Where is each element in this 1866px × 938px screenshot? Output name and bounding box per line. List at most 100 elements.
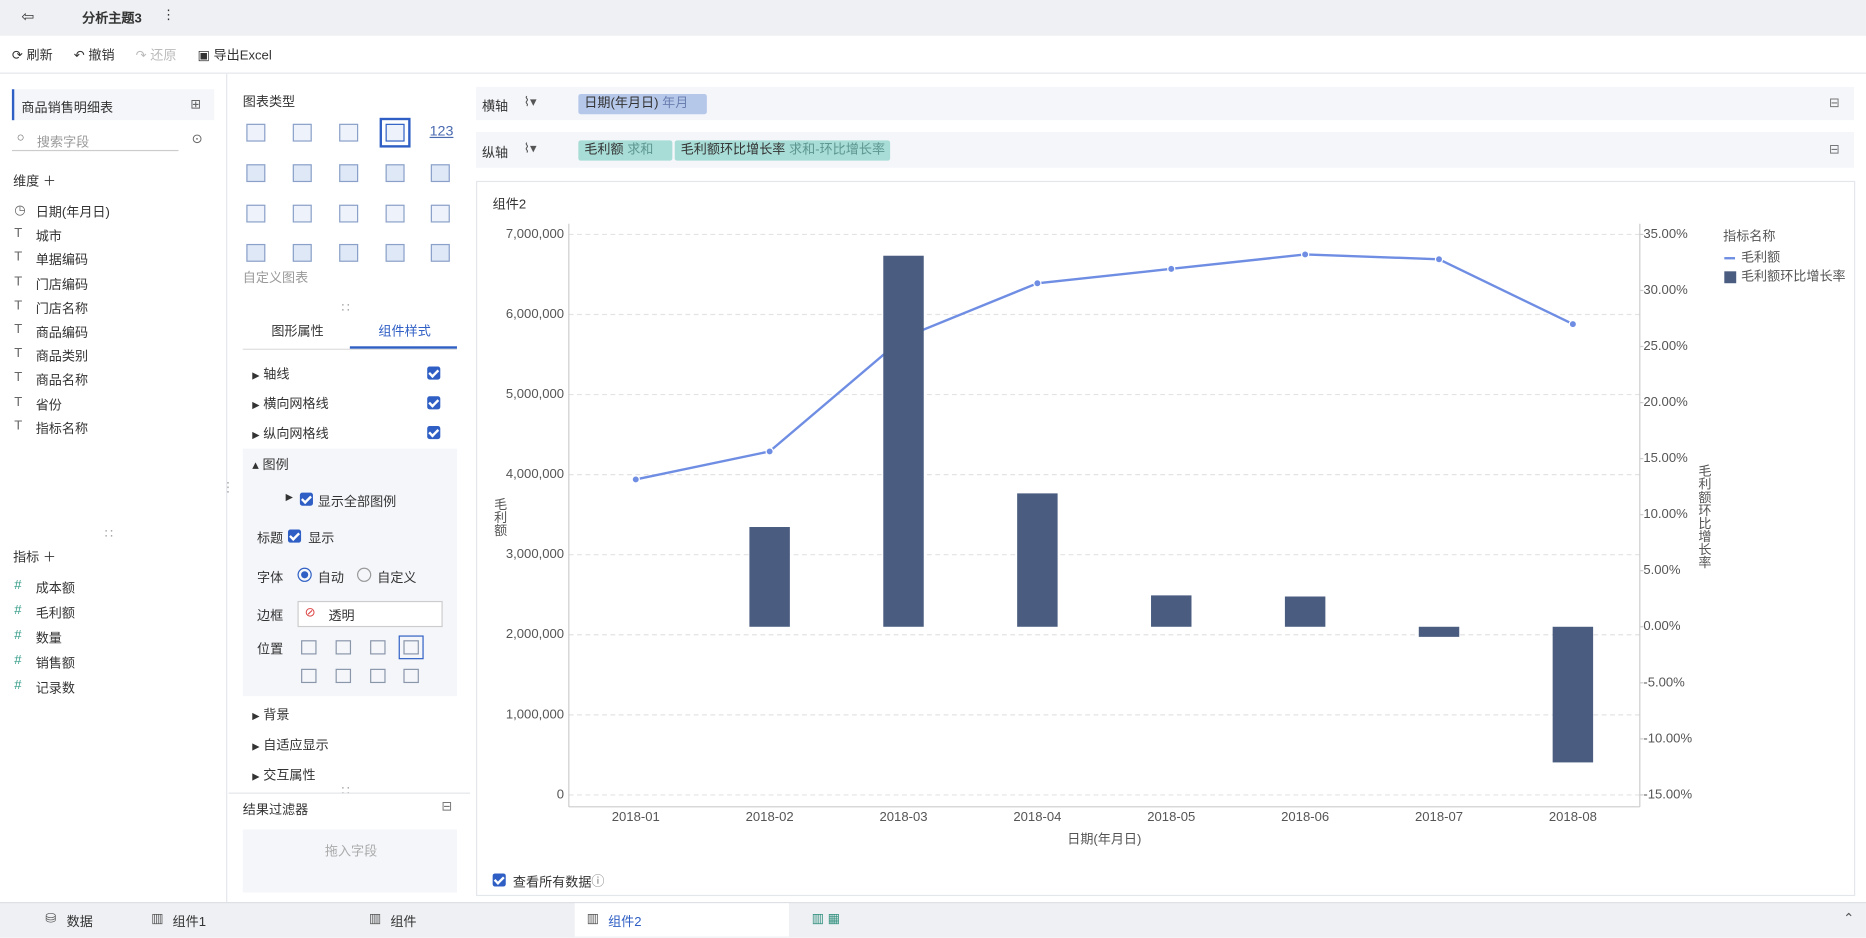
splitter[interactable]: ∷ bbox=[104, 527, 114, 542]
checkbox[interactable] bbox=[287, 529, 302, 543]
bottom-tab[interactable]: 组件 bbox=[390, 915, 417, 930]
info-icon[interactable]: ⓘ bbox=[591, 874, 605, 889]
checkbox[interactable] bbox=[427, 366, 441, 380]
custom-chart[interactable]: 自定义图表 bbox=[242, 271, 309, 286]
field-icon: T bbox=[14, 322, 23, 337]
measure-field[interactable]: 毛利额 bbox=[35, 606, 75, 622]
chart-type-icon[interactable] bbox=[339, 243, 359, 262]
position-icon[interactable] bbox=[335, 640, 352, 655]
point bbox=[1300, 250, 1310, 259]
chart-type-icon[interactable] bbox=[430, 204, 450, 223]
section-header[interactable]: ▶ 横向网格线 bbox=[252, 397, 329, 412]
redo-button[interactable]: ↷ 还原 bbox=[135, 48, 177, 64]
position-icon[interactable] bbox=[370, 668, 386, 684]
chart-type-icon[interactable] bbox=[379, 117, 411, 148]
x-field-pill[interactable]: 日期(年月日) 年月 bbox=[578, 94, 708, 115]
measure-field[interactable]: 记录数 bbox=[35, 681, 75, 697]
y-field-pill[interactable]: 毛利额环比增长率 求和-环比增长率 bbox=[674, 140, 890, 161]
lock-icon[interactable]: ⊟ bbox=[441, 799, 453, 814]
chart-type-icon[interactable] bbox=[292, 204, 312, 223]
position-icon[interactable] bbox=[301, 640, 317, 655]
chart-type-icon[interactable] bbox=[246, 243, 266, 262]
switch-icon[interactable]: ⊞ bbox=[190, 97, 202, 112]
chart-type-icon[interactable]: 123 bbox=[429, 122, 454, 140]
measure-field[interactable]: 销售额 bbox=[35, 656, 75, 672]
view-all-data[interactable]: 查看所有数据 bbox=[512, 875, 592, 891]
chart-type-icon[interactable] bbox=[430, 164, 450, 183]
dimension-field[interactable]: 城市 bbox=[35, 229, 62, 245]
checkbox[interactable] bbox=[492, 873, 506, 887]
legend-header[interactable]: ▴ 图例 bbox=[252, 458, 289, 473]
section-header[interactable]: ▶ 交互属性 bbox=[252, 768, 316, 784]
collapse-handle[interactable]: ⋮ bbox=[221, 480, 235, 496]
splitter[interactable]: ∷ bbox=[341, 301, 350, 316]
measure-field[interactable]: 数量 bbox=[35, 631, 62, 647]
table-selector[interactable] bbox=[11, 89, 215, 121]
chart-type-icon[interactable] bbox=[339, 204, 359, 223]
more-icon[interactable]: ⋮ bbox=[161, 8, 175, 23]
dimension-field[interactable]: 指标名称 bbox=[35, 422, 89, 437]
checkbox[interactable] bbox=[427, 396, 441, 410]
chart-type-icon[interactable] bbox=[292, 123, 312, 142]
legend-title: 指标名称 bbox=[1723, 228, 1775, 243]
add-chart[interactable]: ▥ ▦ bbox=[811, 911, 840, 926]
axis-icon[interactable]: ⌇▾ bbox=[523, 141, 537, 156]
y2-tick-label: 35.00% bbox=[1643, 226, 1688, 241]
chart-type-icon[interactable] bbox=[246, 164, 266, 183]
bottom-tab[interactable]: 组件2 bbox=[608, 915, 642, 930]
section-header[interactable]: ▶ 自适应显示 bbox=[252, 738, 329, 753]
chart-type-icon[interactable] bbox=[385, 204, 405, 223]
border-select[interactable] bbox=[297, 600, 443, 628]
position-icon[interactable] bbox=[301, 668, 317, 684]
section-header[interactable]: ▶ 轴线 bbox=[252, 367, 290, 382]
chart-type-icon[interactable] bbox=[246, 204, 266, 223]
axis-icon[interactable]: ⌇▾ bbox=[523, 95, 537, 110]
dimension-field[interactable]: 省份 bbox=[35, 398, 62, 413]
lock-icon[interactable]: ⊟ bbox=[1829, 142, 1841, 158]
export-button[interactable]: ▣ 导出Excel bbox=[197, 48, 272, 64]
chart-type-icon[interactable] bbox=[385, 243, 405, 262]
bottom-tab[interactable]: 数据 bbox=[66, 915, 93, 930]
refresh-button[interactable]: ⟳ 刷新 bbox=[11, 48, 53, 64]
chart-type-icon[interactable] bbox=[292, 243, 312, 262]
position-icon[interactable] bbox=[335, 668, 352, 684]
dimension-field[interactable]: 单据编码 bbox=[35, 253, 89, 269]
tab-title[interactable]: 分析主题3 bbox=[82, 11, 142, 27]
chart-type-icon[interactable] bbox=[339, 123, 359, 142]
tab[interactable]: 图形属性 bbox=[271, 324, 324, 340]
dimension-field[interactable]: 日期(年月日) bbox=[35, 205, 110, 221]
position-icon[interactable] bbox=[398, 635, 424, 660]
tab-divider bbox=[242, 348, 457, 350]
dimension-field[interactable]: 门店编码 bbox=[35, 277, 89, 293]
section-header[interactable]: ▶ 背景 bbox=[252, 708, 290, 723]
expand-arrow[interactable]: ▶ bbox=[285, 491, 293, 503]
lock-icon[interactable]: ⊟ bbox=[1829, 96, 1841, 111]
position-icon[interactable] bbox=[370, 640, 386, 655]
checkbox[interactable] bbox=[427, 426, 441, 440]
dimension-field[interactable]: 商品名称 bbox=[35, 374, 89, 389]
search-box[interactable] bbox=[11, 129, 179, 152]
collapse-icon[interactable]: ⌃ bbox=[1843, 911, 1855, 926]
back-icon[interactable]: ⇦ bbox=[21, 7, 35, 25]
y-field-pill[interactable]: 毛利额 求和 bbox=[578, 140, 673, 161]
radio[interactable] bbox=[357, 567, 372, 582]
chart-type-icon[interactable] bbox=[292, 164, 312, 183]
tab-active[interactable]: 组件样式 bbox=[378, 324, 431, 340]
bottom-tab[interactable]: 组件1 bbox=[172, 915, 207, 930]
more-icon[interactable]: ⊙ bbox=[191, 132, 203, 147]
position-icon[interactable] bbox=[403, 668, 419, 684]
section-header[interactable]: ▶ 纵向网格线 bbox=[252, 427, 329, 442]
measure-field[interactable]: 成本额 bbox=[35, 581, 75, 597]
undo-button[interactable]: ↶ 撤销 bbox=[73, 48, 115, 64]
chart-type-icon[interactable] bbox=[339, 164, 359, 183]
checkbox[interactable] bbox=[299, 492, 313, 506]
filter-drop[interactable] bbox=[242, 829, 457, 893]
chart-type-icon[interactable] bbox=[385, 164, 405, 183]
splitter[interactable]: ∷ bbox=[341, 784, 350, 799]
dimension-field[interactable]: 门店名称 bbox=[35, 302, 89, 317]
chart-type-icon[interactable] bbox=[246, 123, 266, 142]
dimension-field[interactable]: 商品编码 bbox=[35, 326, 89, 341]
chart-type-icon[interactable] bbox=[430, 243, 450, 262]
radio-checked[interactable] bbox=[297, 567, 312, 582]
dimension-field[interactable]: 商品类别 bbox=[35, 350, 89, 365]
